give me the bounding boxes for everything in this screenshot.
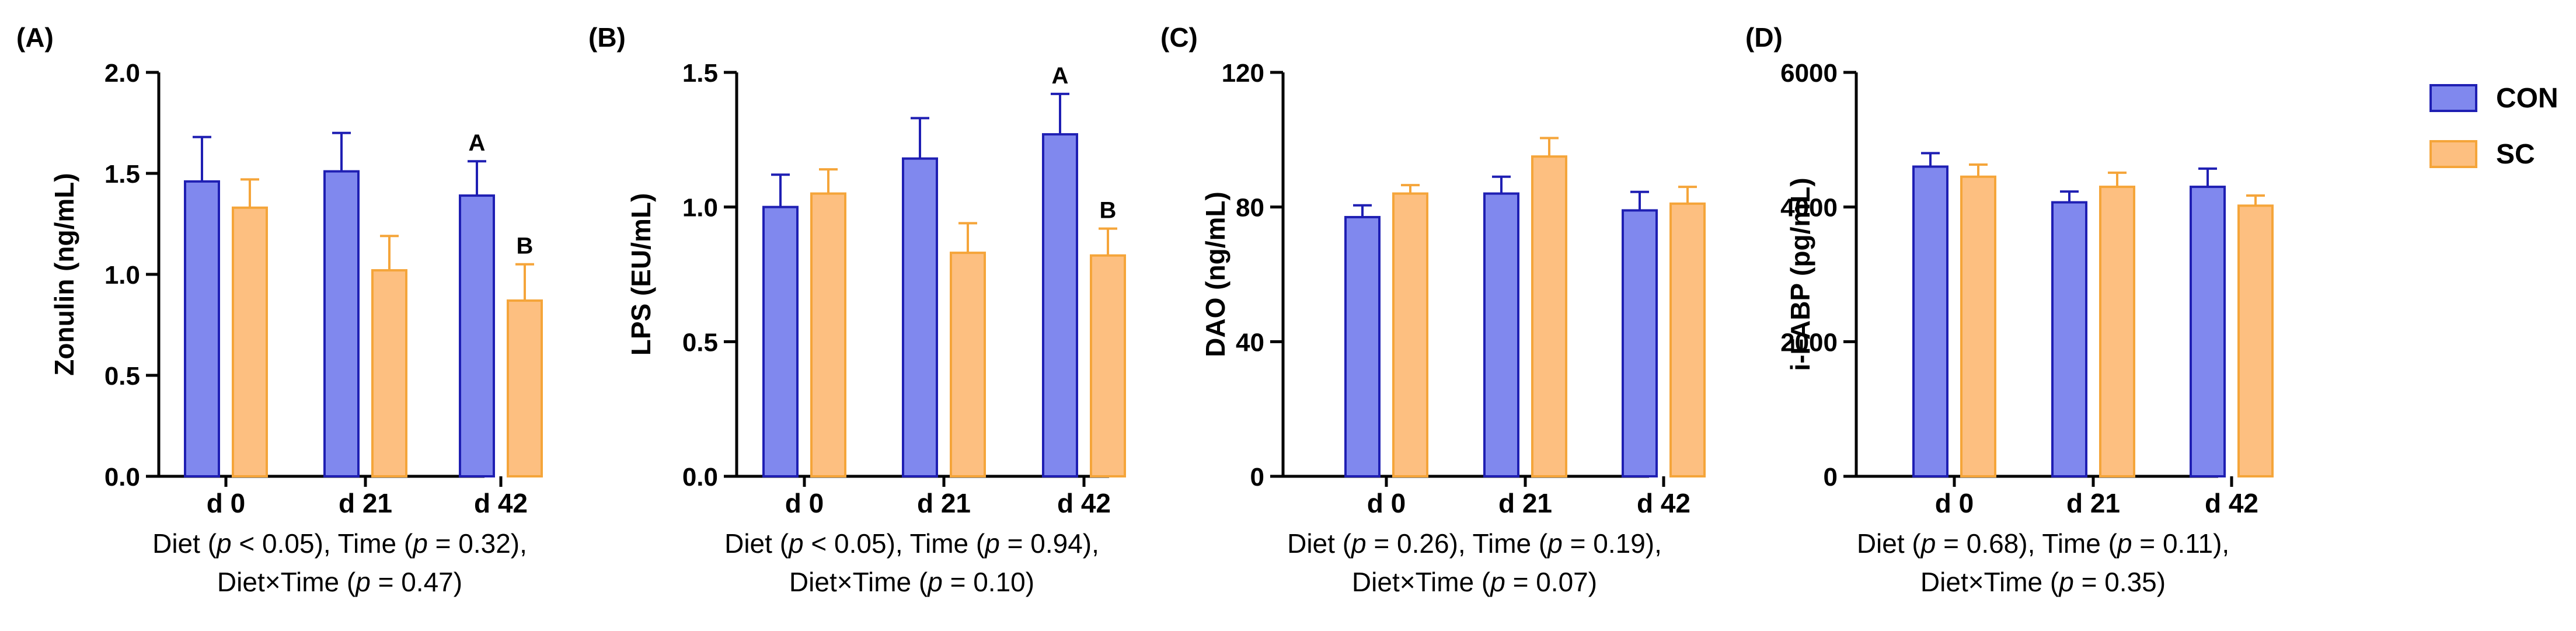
y-axis-label: DAO (ng/mL) [1200,191,1231,357]
y-tick-label: 1.0 [104,261,140,290]
panel-label: (A) [16,22,54,53]
bar-sc-d0 [1392,192,1428,477]
bar-con-d42 [1622,209,1658,477]
bar-con-d42 [1042,133,1078,477]
y-tick-label: 4000 [1780,194,1838,222]
y-tick-label: 2000 [1780,328,1838,357]
caption-b: Diet (p < 0.05), Time (p = 0.94), Diet×T… [649,524,1174,601]
panel-label: (C) [1160,22,1198,53]
caption-c: Diet (p = 0.26), Time (p = 0.19), Diet×T… [1212,524,1737,601]
x-tick-label: d 0 [1367,488,1406,518]
legend-label-con: CON [2496,83,2558,114]
bar-con-d21 [323,170,360,478]
x-tick-label: d 42 [1057,488,1111,518]
x-tick-label: d 21 [1498,488,1552,518]
bar-sc-d21 [1531,155,1567,477]
legend: CON SC [2429,83,2558,170]
bar-sc-d0 [810,192,846,477]
x-tick-label: d 42 [474,488,528,518]
y-tick-label: 80 [1236,194,1264,222]
bar-sc-d21 [2099,186,2135,477]
caption-d-line1: Diet (p = 0.68), Time (p = 0.11), [1856,528,2230,559]
panel-label: (D) [1745,22,1783,53]
legend-swatch-sc [2429,140,2477,168]
legend-swatch-con [2429,84,2477,112]
bar-con-d42 [459,194,495,477]
bar-sc-d0 [232,206,268,477]
y-tick-label: 2.0 [104,59,140,88]
caption-b-line1: Diet (p < 0.05), Time (p = 0.94), [724,528,1099,559]
bar-con-d0 [1344,215,1381,477]
panel-b: (B) LPS (EU/mL) 0.0 0.5 1.0 1.5 d 0 d 21 d 42 A B [588,22,1126,518]
x-tick-label: d 0 [207,488,245,518]
panel-a: (A) Zonulin (ng/mL) 0.0 0.5 1.0 1.5 2.0 d 0 d 21… [16,22,543,518]
caption-a: Diet (p < 0.05), Time (p = 0.32), Diet×T… [77,524,602,601]
significance-letter: A [469,130,486,156]
y-axis-label: i-FABP (pg/mL) [1785,177,1815,371]
bar-sc-d42 [1090,254,1126,477]
y-tick-label: 1.5 [104,160,140,189]
panel-label: (B) [588,22,626,53]
x-tick-label: d 21 [917,488,971,518]
caption-c-line1: Diet (p = 0.26), Time (p = 0.19), [1287,528,1662,559]
bar-sc-d42 [507,299,543,477]
y-tick-label: 6000 [1780,59,1838,88]
y-tick-label: 120 [1222,59,1264,88]
bar-con-d21 [902,157,938,478]
panel-c: (C) DAO (ng/mL) 0 40 80 120 d 0 d 21 d 42 [1160,22,1706,518]
caption-c-line2: Diet×Time (p = 0.07) [1351,567,1598,597]
bar-sc-d21 [371,269,407,477]
caption-a-line1: Diet (p < 0.05), Time (p = 0.32), [152,528,527,559]
caption-d: Diet (p = 0.68), Time (p = 0.11), Diet×T… [1780,524,2306,601]
y-tick-label: 1.5 [682,59,718,88]
bar-con-d0 [762,205,799,477]
y-tick-label: 0.0 [104,463,140,491]
x-tick-label: d 0 [1935,488,1974,518]
x-tick-label: d 21 [2066,488,2120,518]
bar-con-d21 [1483,192,1519,477]
significance-letter: B [517,233,534,259]
y-tick-label: 0.0 [682,463,718,491]
bar-sc-d42 [2237,204,2274,477]
caption-a-line2: Diet×Time (p = 0.47) [217,567,463,597]
x-tick-label: d 0 [785,488,824,518]
caption-b-line2: Diet×Time (p = 0.10) [789,567,1035,597]
bar-sc-d21 [950,252,986,477]
significance-letter: B [1100,198,1117,224]
y-tick-label: 40 [1236,328,1264,357]
x-tick-label: d 42 [1637,488,1690,518]
bar-con-d0 [184,180,220,477]
panel-d: (D) i-FABP (pg/mL) 0 2000 4000 6000 d 0 d 21 d 4… [1745,22,2274,518]
caption-d-line2: Diet×Time (p = 0.35) [1920,567,2166,597]
bar-sc-d42 [1669,202,1706,477]
legend-label-sc: SC [2496,139,2535,170]
bar-con-d0 [1912,165,1948,477]
y-tick-label: 0.5 [104,362,140,391]
y-axis-label: Zonulin (ng/mL) [49,173,79,375]
bar-con-d21 [2051,201,2087,477]
y-tick-label: 0 [1250,463,1264,491]
y-tick-label: 1.0 [682,194,718,222]
y-axis-label: LPS (EU/mL) [626,193,656,356]
bar-con-d42 [2190,186,2226,477]
y-tick-label: 0.5 [682,328,718,357]
y-tick-label: 0 [1824,463,1838,491]
significance-letter: A [1052,63,1069,89]
x-tick-label: d 21 [339,488,392,518]
x-tick-label: d 42 [2205,488,2258,518]
bar-sc-d0 [1960,175,1996,477]
